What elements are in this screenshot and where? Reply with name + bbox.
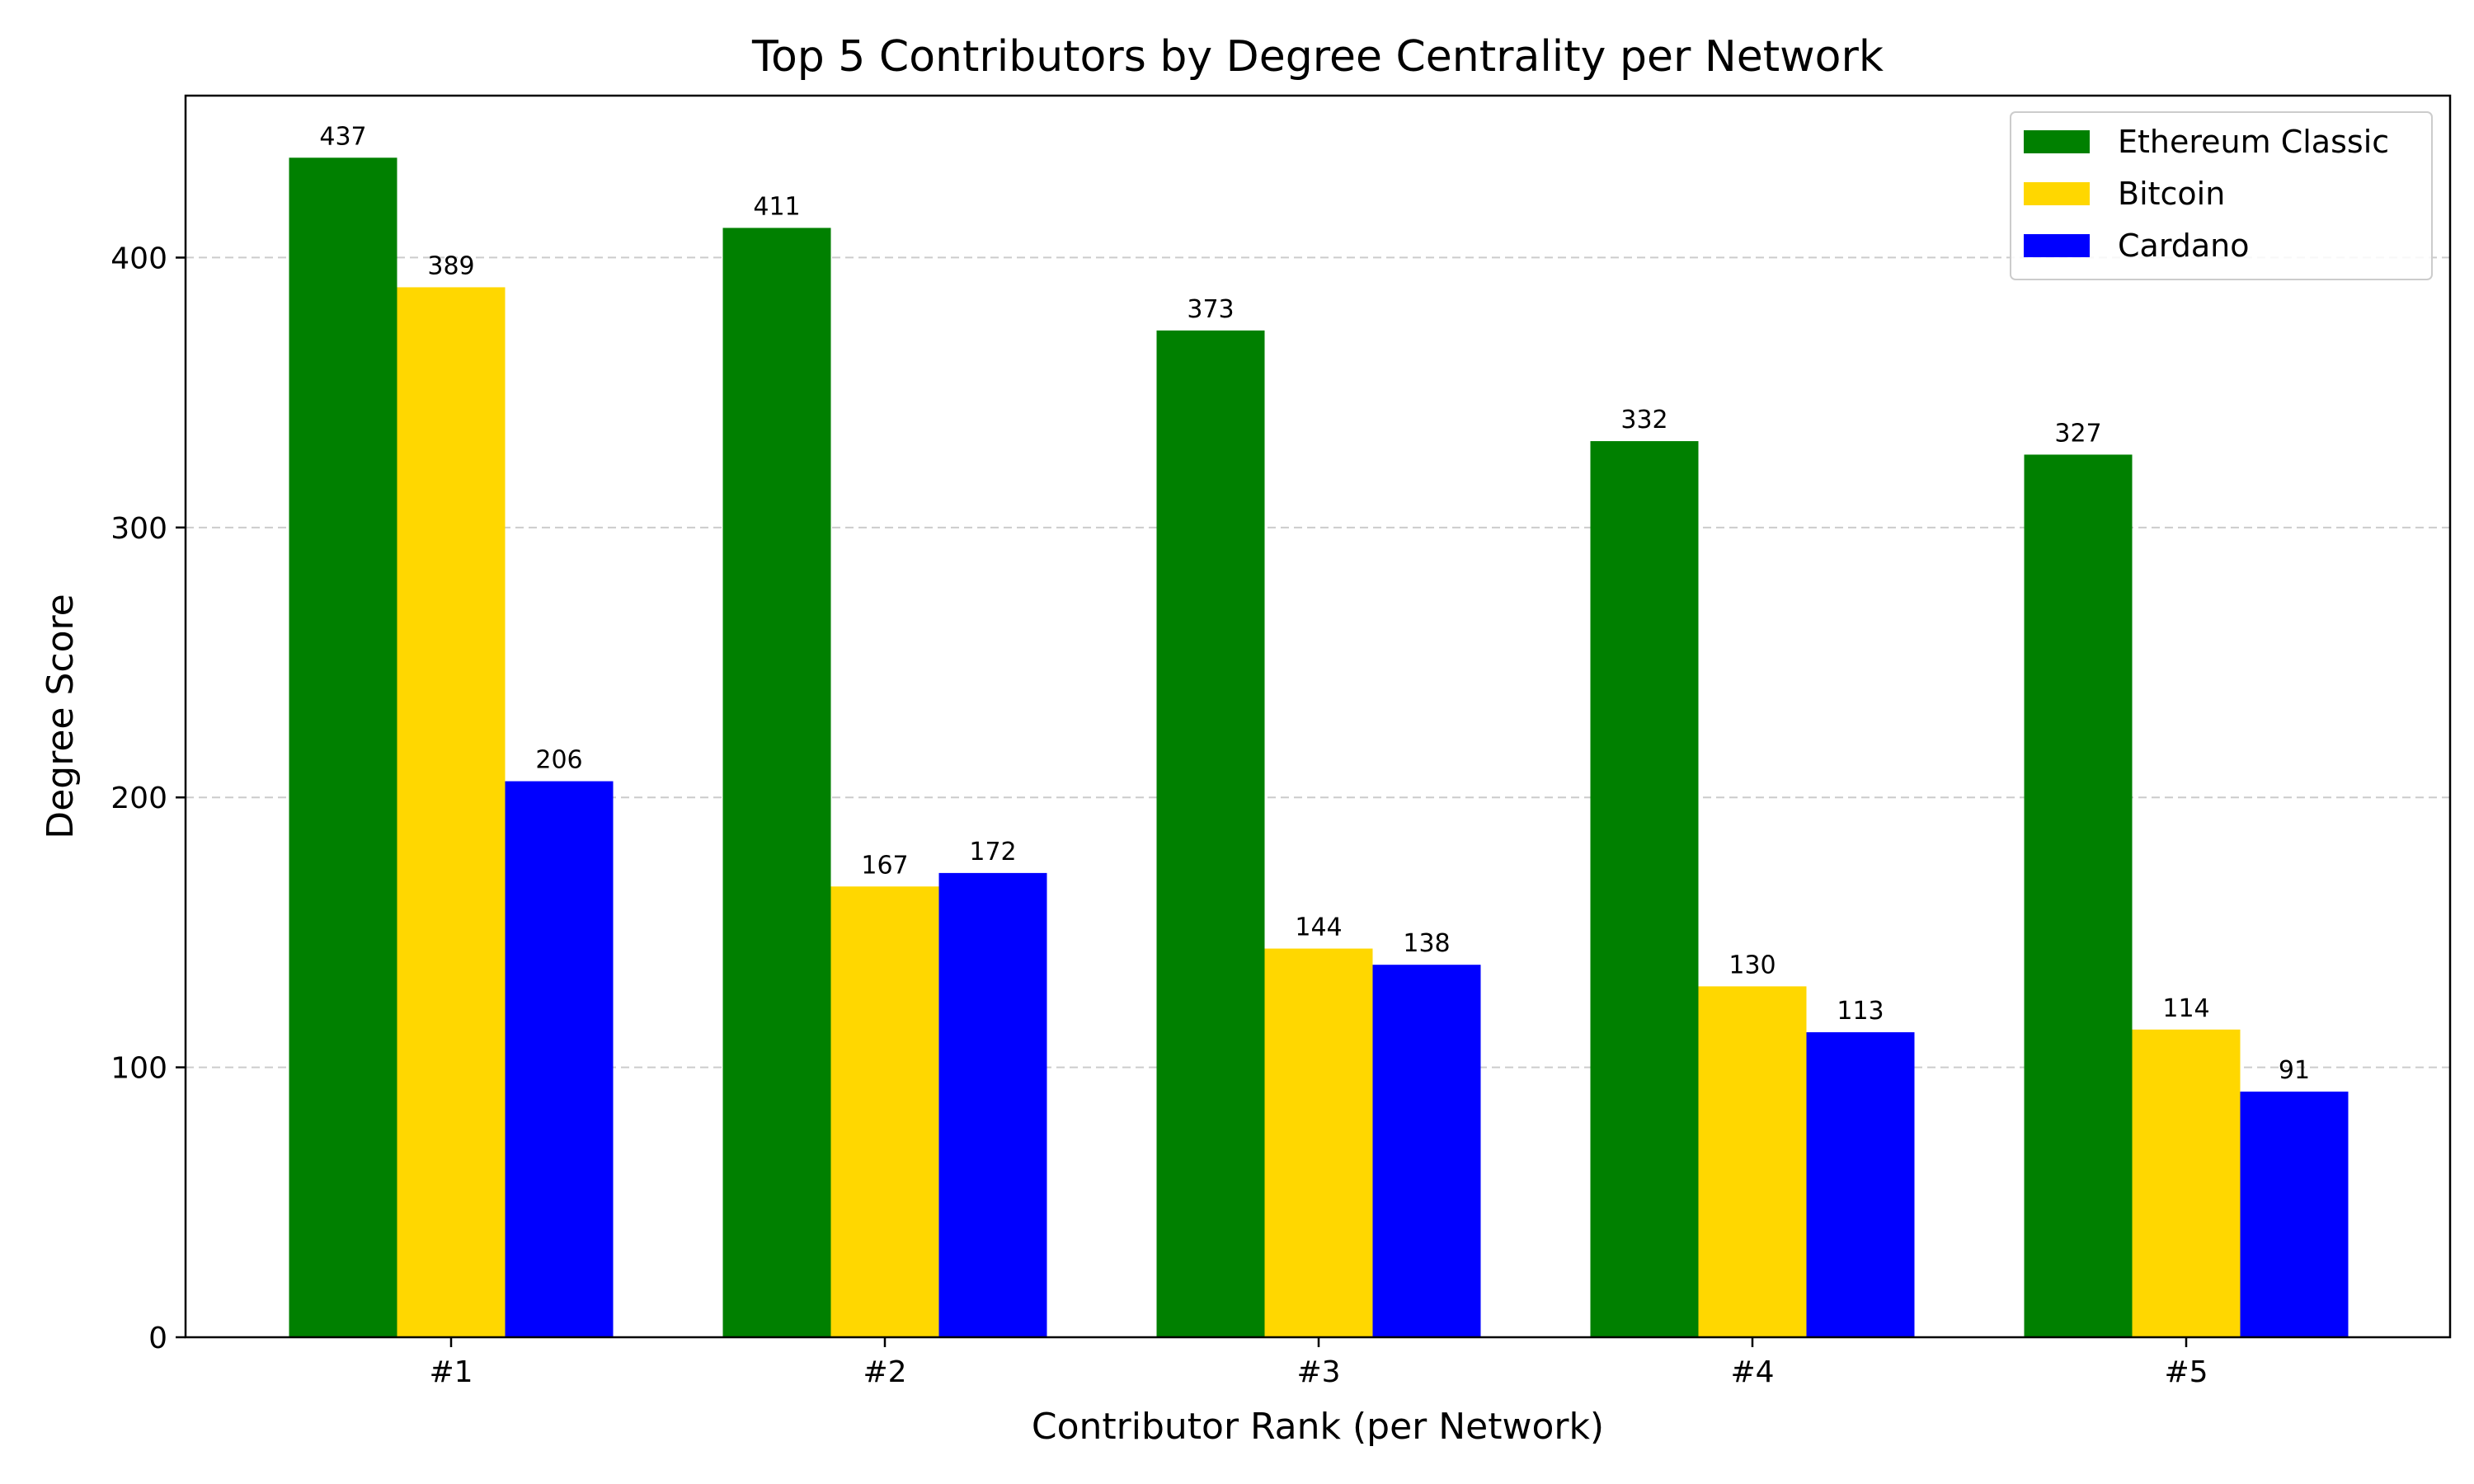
- y-tick-label: 200: [111, 782, 167, 815]
- bar-cardano-3: [1372, 965, 1481, 1337]
- data-label: 138: [1403, 929, 1450, 958]
- legend-label: Ethereum Classic: [2118, 124, 2389, 160]
- x-tick-label: #5: [2164, 1355, 2208, 1389]
- data-label: 91: [2279, 1056, 2310, 1085]
- bars: [289, 157, 2349, 1338]
- bar-ethereum-classic-5: [2024, 454, 2133, 1337]
- bar-cardano-2: [938, 872, 1047, 1337]
- x-axis-label: Contributor Rank (per Network): [1032, 1406, 1604, 1448]
- y-tick-label: 0: [148, 1322, 167, 1355]
- data-label: 130: [1729, 951, 1776, 979]
- legend-box: [2010, 111, 2433, 280]
- data-label: 113: [1837, 997, 1884, 1026]
- legend: Ethereum Classic Bitcoin Cardano: [2010, 111, 2433, 280]
- bar-cardano-1: [505, 781, 614, 1337]
- data-label: 411: [753, 192, 800, 221]
- axis-ticks: 0 100 200 300 400 #1 #2 #3 #4 #5: [111, 242, 2208, 1389]
- data-label: 327: [2054, 419, 2101, 448]
- bar-bitcoin-2: [830, 886, 939, 1337]
- legend-swatch: [2024, 234, 2090, 257]
- bar-cardano-4: [1806, 1032, 1915, 1337]
- bar-ethereum-classic-3: [1156, 330, 1265, 1337]
- bar-bitcoin-4: [1698, 986, 1807, 1337]
- x-tick-label: #3: [1296, 1355, 1340, 1389]
- bar-ethereum-classic-4: [1590, 441, 1699, 1338]
- chart-title: Top 5 Contributors by Degree Centrality …: [751, 32, 1884, 82]
- y-tick-label: 400: [111, 242, 167, 275]
- bar-ethereum-classic-1: [289, 157, 397, 1337]
- data-labels: 437 389 206 411 167 172 373 144 138 332 130 113 327 1…: [319, 122, 2310, 1085]
- x-tick-label: #4: [1730, 1355, 1774, 1389]
- data-label: 172: [969, 838, 1016, 866]
- data-label: 206: [535, 746, 582, 775]
- legend-swatch: [2024, 182, 2090, 205]
- x-tick-label: #2: [863, 1355, 906, 1389]
- bar-ethereum-classic-2: [722, 228, 831, 1337]
- data-label: 144: [1295, 913, 1342, 942]
- y-tick-label: 100: [111, 1052, 167, 1086]
- bar-bitcoin-3: [1264, 948, 1373, 1337]
- data-label: 167: [861, 851, 908, 880]
- data-label: 373: [1187, 295, 1234, 324]
- legend-label: Bitcoin: [2118, 176, 2225, 212]
- legend-swatch: [2024, 130, 2090, 153]
- data-label: 437: [319, 122, 366, 151]
- bar-bitcoin-1: [397, 287, 506, 1338]
- y-tick-label: 300: [111, 512, 167, 546]
- data-label: 114: [2162, 994, 2209, 1023]
- data-label: 389: [427, 251, 474, 280]
- x-tick-label: #1: [429, 1355, 473, 1389]
- data-label: 332: [1620, 406, 1667, 434]
- legend-label: Cardano: [2118, 228, 2250, 264]
- bar-cardano-5: [2240, 1092, 2349, 1337]
- bar-bitcoin-5: [2132, 1029, 2241, 1337]
- y-axis-label: Degree Score: [40, 594, 82, 838]
